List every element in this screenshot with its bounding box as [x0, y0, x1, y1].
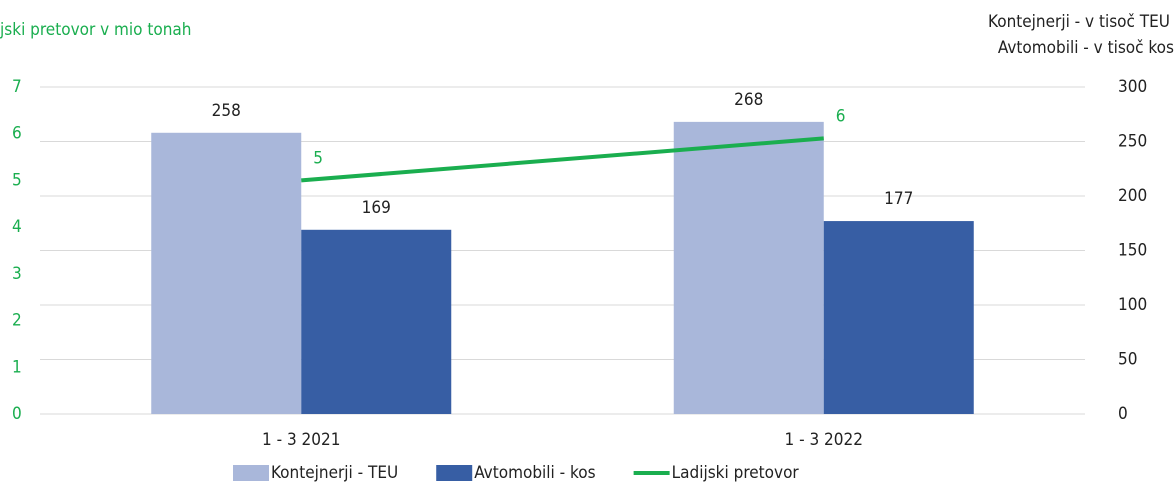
- data-label: 6: [836, 106, 846, 126]
- x-tick-label: 1 - 3 2022: [785, 430, 863, 450]
- data-label: 177: [884, 189, 913, 209]
- bar: [301, 229, 452, 414]
- y-tick-label: 4: [12, 217, 22, 237]
- line: [301, 136, 824, 183]
- y-tick-label: 1: [12, 357, 22, 377]
- y2-tick-label: 100: [1118, 295, 1147, 315]
- data-label: 169: [362, 198, 391, 218]
- bar: [673, 121, 824, 414]
- legend-swatch: [233, 465, 269, 481]
- legend-label: Kontejnerji - TEU: [271, 463, 398, 483]
- y2-title: Avtomobili - v tisoč kos: [998, 38, 1174, 58]
- chart-title: jski pretovor v mio tonah: [0, 20, 191, 40]
- y-tick-label: 3: [12, 264, 22, 284]
- y2-tick-label: 50: [1118, 350, 1137, 370]
- data-label: 268: [734, 90, 763, 110]
- y-tick-label: 6: [12, 124, 22, 144]
- y-tick-label: 7: [12, 77, 22, 97]
- x-tick-label: 1 - 3 2021: [262, 430, 340, 450]
- y2-tick-label: 300: [1118, 77, 1147, 97]
- data-label: 258: [212, 101, 241, 121]
- y2-tick-label: 0: [1118, 404, 1128, 424]
- y-tick-label: 0: [12, 404, 22, 424]
- y2-tick-label: 250: [1118, 132, 1147, 152]
- bar: [823, 221, 974, 414]
- y2-tick-label: 200: [1118, 186, 1147, 206]
- data-label: 5: [313, 148, 323, 168]
- legend-label: Ladijski pretovor: [672, 463, 800, 483]
- bar: [151, 132, 302, 414]
- y-tick-label: 2: [12, 311, 22, 331]
- y-tick-label: 5: [12, 170, 22, 190]
- y2-tick-label: 150: [1118, 241, 1147, 261]
- y2-title: Kontejnerji - v tisoč TEU: [988, 12, 1170, 32]
- legend-swatch: [436, 465, 473, 481]
- legend-label: Avtomobili - kos: [474, 463, 595, 483]
